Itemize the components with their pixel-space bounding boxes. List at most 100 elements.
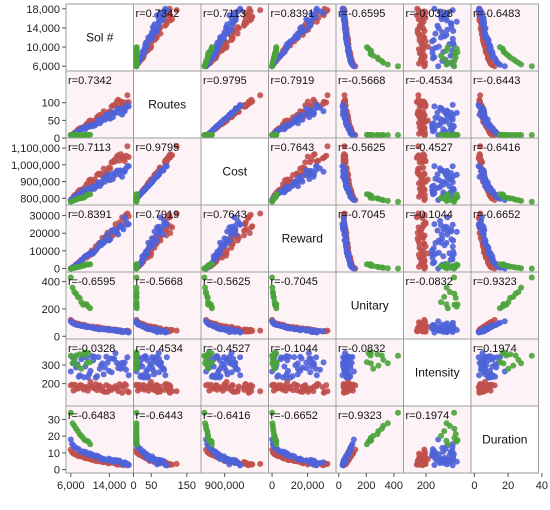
data-point: [257, 210, 264, 217]
data-point: [341, 143, 348, 150]
correlation-label: r=0.7113: [203, 8, 246, 20]
panel-routes-vs-cost: r=0.9795: [200, 70, 269, 139]
data-point: [303, 457, 310, 464]
data-point: [107, 165, 114, 172]
data-point: [308, 168, 315, 175]
data-point: [430, 37, 437, 44]
data-point: [416, 165, 423, 172]
data-point: [480, 231, 487, 238]
data-point: [133, 305, 140, 312]
data-point: [108, 369, 115, 376]
data-point: [395, 63, 401, 70]
data-point: [291, 354, 298, 361]
data-point: [453, 171, 460, 178]
data-point: [273, 441, 280, 448]
y-tick-label: 20000: [29, 228, 60, 240]
data-point: [297, 367, 304, 374]
data-point: [451, 409, 458, 416]
data-point: [226, 12, 233, 19]
x-tick-label: 0: [269, 480, 275, 492]
data-point: [438, 432, 444, 439]
data-point: [314, 381, 321, 388]
data-point: [247, 382, 254, 389]
y-tick-label: 6,000: [32, 61, 60, 73]
data-point: [424, 43, 431, 50]
y-tick-label: 200: [42, 379, 60, 391]
data-point: [340, 354, 347, 361]
data-point: [446, 59, 453, 66]
correlation-label: r=0.1974: [473, 343, 517, 355]
panel-routes-vs-intensity: r=-0.4534: [403, 70, 472, 139]
data-point: [95, 354, 102, 361]
correlation-label: r=0.7342: [136, 8, 180, 20]
data-point: [313, 103, 320, 110]
correlation-label: r=0.7919: [271, 75, 315, 87]
data-point: [303, 26, 310, 33]
correlation-label: r=-0.6443: [136, 410, 183, 422]
data-point: [166, 213, 173, 220]
data-point: [430, 182, 437, 189]
panel-routes-vs-unitary: r=-0.5668: [335, 70, 404, 139]
data-point: [308, 11, 315, 17]
data-point: [119, 173, 126, 180]
data-point: [232, 226, 239, 233]
data-point: [303, 167, 310, 174]
variable-label-cost: Cost: [222, 165, 247, 179]
panel-duration-vs-intensity: r=0.1974: [403, 405, 472, 474]
y-tick-label: 10: [48, 448, 60, 460]
correlation-label: r=-0.5625: [203, 276, 250, 288]
data-point: [125, 329, 132, 336]
data-point: [150, 236, 156, 243]
data-point: [157, 226, 164, 233]
data-point: [444, 168, 451, 175]
correlation-label: r=0.1974: [406, 410, 450, 422]
panel-sol-vs-unitary: r=-0.6595: [335, 3, 404, 72]
data-point: [324, 92, 331, 99]
panel-reward-vs-sol: r=0.8391: [65, 204, 134, 273]
correlation-label: r=-0.4527: [406, 142, 453, 154]
data-point: [303, 16, 310, 23]
data-point: [453, 45, 460, 52]
data-point: [415, 143, 422, 150]
data-point: [340, 382, 347, 389]
data-point: [120, 226, 127, 233]
data-point: [162, 462, 169, 468]
data-point: [443, 178, 450, 185]
data-point: [323, 382, 330, 389]
panel-sol-vs-reward: r=0.8391: [268, 3, 337, 72]
data-point: [317, 366, 323, 373]
data-point: [87, 441, 94, 448]
data-point: [304, 98, 311, 105]
data-point: [285, 367, 291, 374]
data-point: [434, 171, 441, 178]
panel-sol-vs-intensity: r=-0.0328: [403, 3, 472, 72]
panel-unitary-vs-sol: r=-0.6595: [65, 271, 134, 340]
data-point: [449, 35, 456, 42]
data-point: [324, 143, 331, 150]
panel-sol-vs-cost: r=0.7113: [200, 3, 269, 72]
data-point: [444, 131, 451, 138]
data-point: [339, 462, 346, 468]
data-point: [273, 359, 280, 366]
panel-routes-vs-duration: r=-0.6443: [470, 70, 539, 139]
data-point: [374, 132, 381, 138]
y-tick-label: 0: [54, 465, 60, 477]
correlation-label: r=0.8391: [68, 209, 112, 221]
data-point: [421, 328, 428, 335]
data-point: [237, 462, 244, 468]
data-point: [173, 7, 180, 14]
variable-label-sol: Sol #: [86, 31, 114, 45]
correlation-label: r=-0.4534: [406, 75, 453, 87]
data-point: [501, 63, 508, 70]
data-point: [94, 373, 101, 380]
data-point: [303, 365, 310, 372]
data-point: [395, 198, 401, 205]
data-point: [384, 61, 391, 68]
data-point: [453, 261, 460, 268]
data-point: [437, 460, 443, 466]
data-point: [446, 197, 453, 204]
data-point: [223, 236, 230, 243]
data-point: [339, 372, 346, 379]
data-point: [414, 461, 421, 468]
data-point: [257, 460, 264, 467]
